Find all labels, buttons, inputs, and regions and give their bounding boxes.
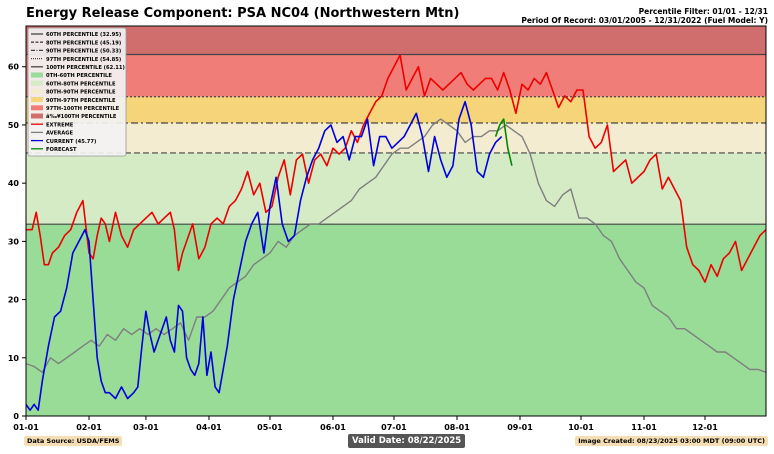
y-tick-label: 40 xyxy=(8,179,20,188)
legend-entry-label: EXTREME xyxy=(46,122,74,128)
x-tick-label: 06-01 xyxy=(320,423,346,432)
percentile-lines xyxy=(26,53,766,225)
y-tick-label: 0 xyxy=(13,412,19,421)
data-series xyxy=(25,54,767,412)
x-tick-label: 02-01 xyxy=(76,423,102,432)
y-tick-label: 20 xyxy=(8,296,20,305)
band-97th-100th-percentile xyxy=(26,54,766,97)
image-created-label: Image Created: 08/23/2025 03:00 MDT (09:… xyxy=(575,436,768,446)
legend-entry-label: CURRENT (45.77) xyxy=(46,139,96,145)
series-current-line xyxy=(25,100,503,412)
x-tick-label: 12-01 xyxy=(692,423,718,432)
legend-swatch xyxy=(31,97,43,103)
legend-swatch xyxy=(31,88,43,94)
percentile-filter-text: Percentile Filter: 01/01 - 12/31 xyxy=(638,7,768,16)
y-tick-label: 10 xyxy=(8,354,20,363)
legend-entry-label: 80TH-90TH PERCENTILE xyxy=(46,90,116,96)
series-forecast-line xyxy=(494,118,513,166)
x-tick-label: 11-01 xyxy=(631,423,657,432)
x-tick-label: 09-01 xyxy=(507,423,533,432)
legend-entry-label: â‰¥100TH PERCENTILE xyxy=(46,113,117,120)
x-tick-label: 05-01 xyxy=(257,423,283,432)
period-of-record-text: Period Of Record: 03/01/2005 - 12/31/202… xyxy=(521,16,768,25)
legend-entry-label: 80TH PERCENTILE (45.19) xyxy=(46,40,121,46)
x-tick-label: 07-01 xyxy=(381,423,407,432)
legend-swatch xyxy=(31,80,43,86)
valid-date-label: Valid Date: 08/22/2025 xyxy=(348,434,466,448)
legend-entry-label: 60TH-80TH PERCENTILE xyxy=(46,81,116,87)
data-source-label: Data Source: USDA/FEMS xyxy=(24,436,123,446)
legend-entry-label: 100TH PERCENTILE (62.11) xyxy=(46,65,125,71)
band-60th-80th-percentile xyxy=(26,152,766,225)
band-90th-97th-percentile xyxy=(26,96,766,124)
legend-entry-label: 97TH-100TH PERCENTILE xyxy=(46,106,120,112)
band-100th-percentile xyxy=(26,26,766,55)
x-tick-label: 08-01 xyxy=(444,423,470,432)
x-axis: 01-01 02-01 03-01 04-01 05-01 06-01 07-01 08-01… xyxy=(13,416,718,432)
legend-entry-label: 90TH PERCENTILE (50.33) xyxy=(46,49,121,55)
chart-title: Energy Release Component: PSA NC04 (Nort… xyxy=(26,6,460,21)
x-tick-label: 10-01 xyxy=(568,423,594,432)
legend-entry-label: AVERAGE xyxy=(46,131,73,137)
plot-frame xyxy=(25,25,767,417)
legend: 60TH PERCENTILE (32.95) 80TH PERCENTILE (… xyxy=(27,27,127,157)
legend-entry-label: 60TH PERCENTILE (32.95) xyxy=(46,32,121,38)
legend-entry-label: FORECAST xyxy=(46,147,77,153)
y-tick-label: 50 xyxy=(8,121,20,130)
legend-box xyxy=(27,27,127,157)
band-0th-60th-percentile xyxy=(26,224,766,416)
y-tick-label: 30 xyxy=(8,237,20,246)
x-tick-label: 03-01 xyxy=(133,423,159,432)
legend-entry-label: 90TH-97TH PERCENTILE xyxy=(46,98,116,104)
x-tick-label: 04-01 xyxy=(196,423,222,432)
y-axis: 0 10 20 30 40 50 60 xyxy=(8,63,26,421)
percentile-bands xyxy=(26,26,766,416)
legend-swatch xyxy=(31,105,43,111)
series-extreme-line xyxy=(26,54,767,283)
legend-entry-label: 0TH-60TH PERCENTILE xyxy=(46,73,112,79)
legend-swatch xyxy=(31,113,43,119)
x-tick-label: 01-01 xyxy=(13,423,39,432)
legend-swatch xyxy=(31,72,43,78)
legend-entry-label: 97TH PERCENTILE (54.85) xyxy=(46,57,121,63)
band-80th-90th-percentile xyxy=(26,123,766,153)
y-tick-label: 60 xyxy=(8,63,20,72)
